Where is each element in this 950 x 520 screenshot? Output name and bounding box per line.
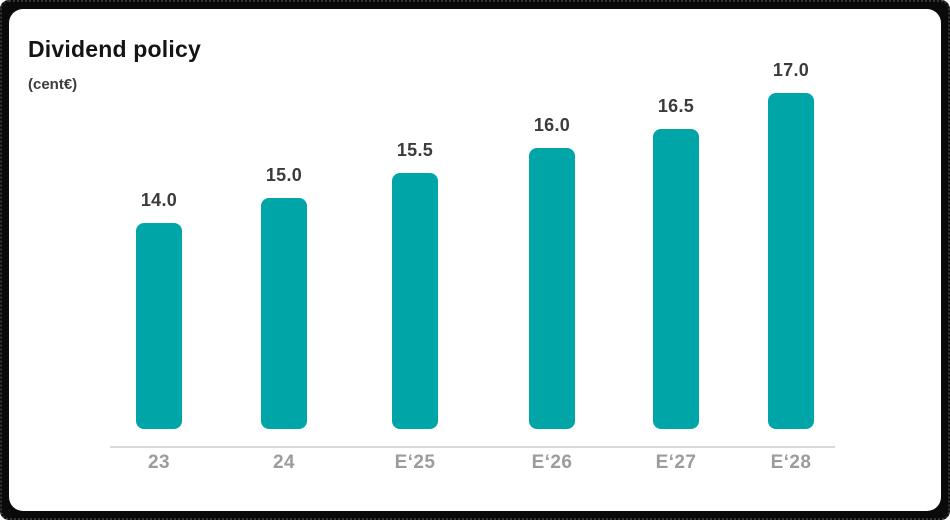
x-axis-label: E‘25 [394,452,436,473]
bar-group-e27: 16.5 E‘27 [616,9,736,511]
bar-group-e28: 17.0 E‘28 [731,9,851,511]
chart-unit-label: (cent€) [28,76,78,93]
chart-card: Dividend policy (cent€) 14.0 23 15.0 24 … [9,9,941,511]
bar [136,223,182,429]
bar-value-label: 16.5 [657,96,695,116]
x-axis-label: E‘26 [531,452,573,473]
bar [653,129,699,429]
bar [529,148,575,429]
x-axis-label: 23 [148,452,170,473]
bar-chart-plot: 14.0 23 15.0 24 15.5 E‘25 16.0 [9,9,941,511]
bar [768,93,814,429]
bar-value-label: 15.5 [396,140,434,160]
x-axis-label: E‘28 [770,452,812,473]
bar-group-23: 14.0 23 [99,9,219,511]
bar-value-label: 14.0 [140,190,178,210]
bar [261,198,307,429]
bar-value-label: 17.0 [772,60,810,80]
x-axis-label: 24 [273,452,295,473]
x-axis-label: E‘27 [655,452,697,473]
bar-group-24: 15.0 24 [224,9,344,511]
bar [392,173,438,429]
bar-group-e26: 16.0 E‘26 [492,9,612,511]
bar-group-e25: 15.5 E‘25 [355,9,475,511]
bar-value-label: 15.0 [265,165,303,185]
chart-title: Dividend policy [28,36,201,62]
x-axis-line [110,446,835,448]
bar-value-label: 16.0 [533,115,571,135]
